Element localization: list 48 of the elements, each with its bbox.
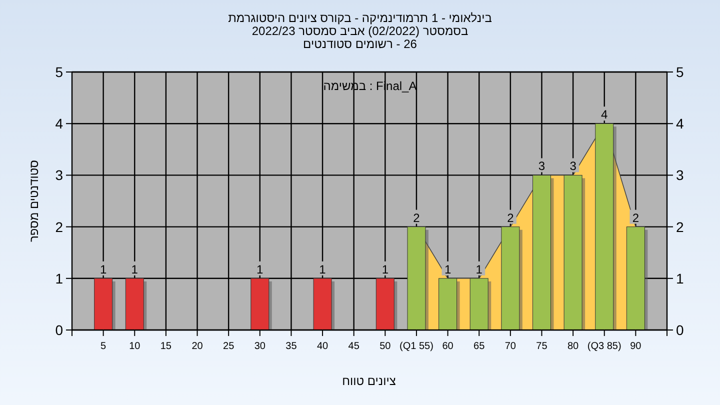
data-label: 3 [570,159,577,174]
x-tick-label: 80 [567,341,580,352]
x-tick-label: 70 [504,341,516,352]
data-label: 1 [100,262,107,276]
x-tick-label: 15 [160,341,172,352]
chart-title: בינלאומי - 1 תרמודינמיקה - בקורס ציונים היסטוגרמת [228,11,492,25]
y-tick-label: 0 [55,322,64,338]
data-label: 1 [256,262,264,276]
data-label: 1 [131,262,138,276]
x-tick-label: 45 [348,341,360,352]
y2-tick-label: 0 [676,322,684,338]
x-tick-label: 50 [380,341,392,352]
y-tick-label: 2 [55,218,64,235]
x-axis-title: ציונים טווח [342,374,396,388]
y2-tick-label: 3 [676,167,684,184]
y-tick-label: 1 [55,270,64,286]
x-tick-label: (Q3 85) [587,341,622,352]
data-label: 2 [413,210,420,225]
x-tick-label: 5 [100,341,107,352]
data-label: 4 [601,108,608,122]
y2-tick-label: 2 [676,218,684,235]
x-tick-label: 40 [316,341,329,352]
x-tick-label: 20 [192,341,204,352]
text: 26 - רשומים סטודנטים [303,37,418,51]
data-label: 2 [507,210,514,225]
x-tick-label: 60 [442,341,454,352]
x-tick-label: 65 [474,341,486,352]
y-axis-title: סטודנטים מספר [27,160,41,242]
x-tick-label: 75 [536,341,548,352]
x-tick-label: 90 [630,341,642,352]
data-label: 1 [444,262,452,276]
data-label: 1 [382,262,389,276]
y2-tick-label: 1 [676,270,684,286]
y2-tick-label: 4 [676,116,684,132]
data-label: 1 [476,262,483,276]
y-tick-label: 3 [55,167,64,184]
x-tick-label: 35 [286,341,298,352]
x-tick-label: 10 [129,341,141,352]
y-tick-label: 4 [55,116,64,132]
y2-tick-label: 5 [676,64,684,80]
data-label: 2 [632,210,640,225]
x-tick-label: (Q1 55) [400,341,434,352]
data-label: 3 [538,159,546,174]
y-tick-label: 5 [55,64,64,80]
x-tick-label: 30 [254,341,266,352]
x-tick-label: 25 [223,341,235,352]
chart-subtitle: בסמסטר (02/2022) אביב סמסטר 2022/23 [252,24,468,38]
data-label: 1 [319,262,326,276]
